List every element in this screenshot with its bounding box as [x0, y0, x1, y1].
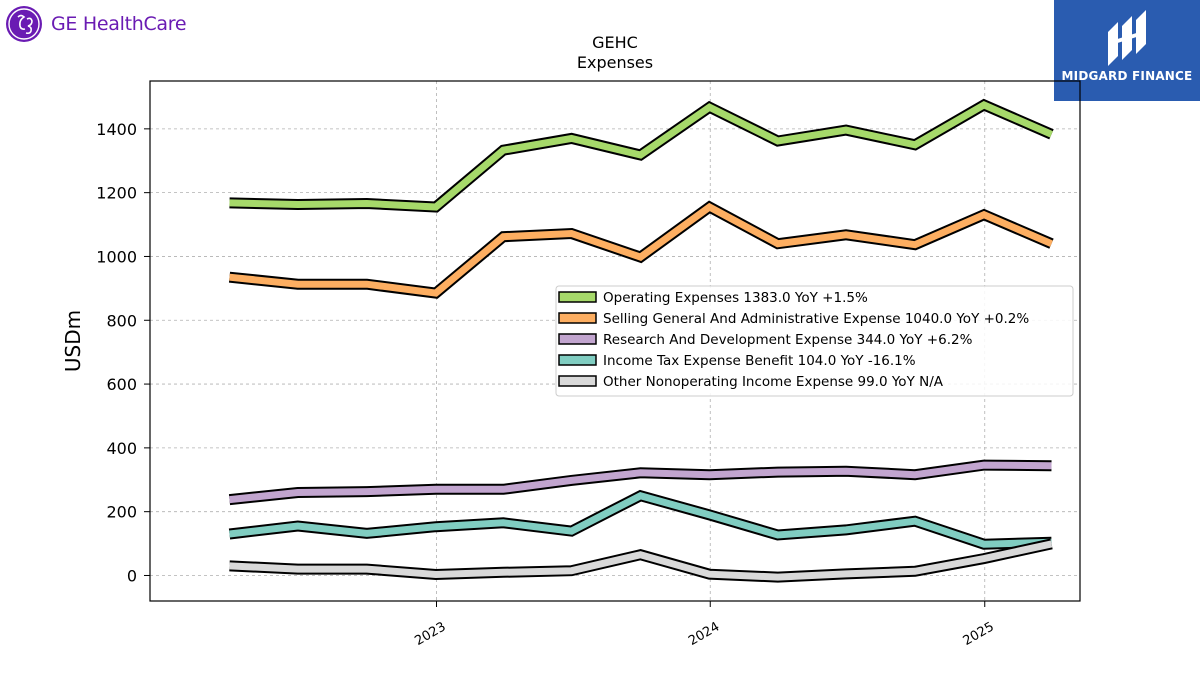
legend-label: Income Tax Expense Benefit 104.0 YoY -16…: [603, 353, 916, 369]
midgard-mark-icon: [1108, 10, 1146, 66]
y-tick-label: 1400: [96, 120, 137, 139]
legend-label: Selling General And Administrative Expen…: [603, 311, 1029, 327]
company-logo-text: GE HealthCare: [51, 13, 187, 35]
series-line: [228, 459, 1052, 506]
y-tick-label: 1200: [96, 184, 137, 203]
y-tick-label: 800: [106, 311, 137, 330]
series-line-outline: [228, 489, 1052, 550]
series-line-stroke: [229, 100, 1053, 211]
legend-swatch: [558, 333, 597, 345]
x-tick-label: 2023: [412, 619, 448, 649]
y-tick-label: 400: [106, 439, 137, 458]
series-line-stroke: [229, 461, 1052, 504]
legend-label: Research And Development Expense 344.0 Y…: [603, 332, 973, 348]
x-tick-label: 2024: [686, 619, 722, 649]
ge-healthcare-logo: GE HealthCare: [5, 5, 187, 43]
chart-title: GEHC: [592, 33, 638, 52]
ge-monogram-icon: [6, 6, 42, 42]
legend: Operating Expenses 1383.0 YoY +1.5% Selli…: [555, 285, 1074, 397]
y-tick-label: 0: [127, 566, 137, 585]
watermark-text: MIDGARD FINANCE: [1061, 69, 1193, 83]
y-tick-label: 200: [106, 503, 137, 522]
series-line: [229, 98, 1054, 213]
legend-label: Operating Expenses 1383.0 YoY +1.5%: [603, 290, 868, 306]
y-tick-label: 1000: [96, 247, 137, 266]
series-line-outline: [228, 200, 1054, 299]
series-line-stroke: [229, 202, 1053, 297]
series-line-stroke: [229, 540, 1053, 581]
legend-swatch: [558, 375, 597, 387]
legend-swatch: [558, 291, 597, 303]
chart-subtitle: Expenses: [577, 53, 653, 72]
legend-label: Other Nonoperating Income Expense 99.0 Y…: [603, 374, 944, 390]
y-tick-label: 600: [106, 375, 137, 394]
series-line: [228, 489, 1052, 550]
series-lines: [228, 98, 1054, 583]
legend-swatch: [558, 354, 597, 366]
x-axis-ticks: 2023 2024 2025: [412, 601, 997, 649]
legend-box: [555, 285, 1074, 397]
plot-frame: [149, 80, 1081, 602]
y-axis-ticks: 0 200 400 600 800 1000 1200 1400: [96, 120, 150, 585]
legend-swatch: [558, 312, 597, 324]
x-tick-label: 2025: [961, 619, 997, 649]
series-line: [228, 200, 1054, 299]
y-axis-label: USDm: [61, 310, 85, 372]
midgard-finance-watermark: MIDGARD FINANCE: [1054, 0, 1200, 101]
series-line: [229, 538, 1053, 583]
series-line-stroke: [229, 491, 1052, 548]
